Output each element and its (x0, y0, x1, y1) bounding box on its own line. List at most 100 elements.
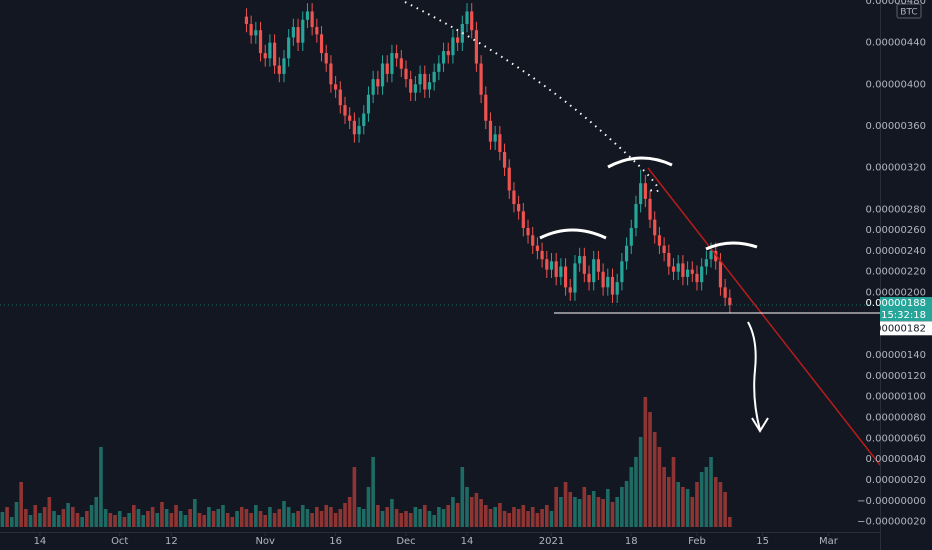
volume-bar (404, 511, 408, 527)
volume-bar (291, 513, 296, 527)
candle-body (521, 211, 525, 228)
volume-bar (66, 503, 70, 527)
candle-body (437, 63, 441, 72)
volume-bar (315, 507, 319, 527)
volume-bar (277, 509, 282, 527)
volume-bar (183, 515, 188, 527)
volume-bar (254, 505, 258, 527)
volume-bar (38, 513, 42, 527)
volume-bar (376, 505, 380, 527)
candle-body (380, 63, 385, 87)
volume-bar (174, 505, 178, 527)
volume-bar (507, 513, 512, 527)
volume-bar (624, 481, 629, 527)
candle-body (310, 11, 314, 28)
candle-body (709, 250, 713, 260)
candle-body (249, 23, 253, 36)
x-tick-label: Mar (819, 536, 839, 547)
candle-body (352, 120, 356, 135)
volume-bar (554, 487, 558, 527)
candle-body (648, 198, 652, 220)
candle-body (667, 252, 671, 267)
x-tick-label: 16 (329, 536, 342, 547)
volume-bar (667, 477, 671, 527)
volume-bar (728, 517, 732, 527)
candle-body (474, 30, 478, 64)
candle-body (277, 65, 281, 74)
candle-body (540, 250, 544, 260)
volume-bar (418, 509, 422, 527)
volume-bar (296, 511, 300, 527)
candle-body (653, 219, 657, 236)
volume-bar (493, 507, 497, 527)
countdown: 15:32:18 (881, 310, 926, 321)
volume-bar (178, 511, 183, 527)
volume-bar (521, 505, 526, 527)
volume-bar (42, 507, 47, 527)
candle-body (357, 125, 361, 135)
volume-bar (460, 467, 465, 527)
candle-body (390, 53, 394, 74)
volume-bar (263, 515, 268, 527)
candle-body (657, 235, 662, 246)
volume-bar (465, 487, 469, 527)
y-tick-label: −0.00000020 (857, 517, 926, 528)
volume-bar (596, 497, 601, 527)
volume-bar (620, 487, 624, 527)
candle-body (258, 30, 263, 54)
volume-bar (85, 511, 89, 527)
candle-body (385, 63, 389, 74)
y-tick-label: 0.00000220 (866, 267, 926, 278)
head (607, 156, 673, 169)
candle-body (301, 19, 305, 43)
volume-bar (300, 505, 305, 527)
y-tick-label: 0.00000040 (866, 454, 926, 465)
y-tick-label: 0.00000020 (866, 475, 926, 486)
volume-bar (469, 497, 474, 527)
candle-body (305, 11, 310, 20)
volume-bar (80, 517, 84, 527)
volume-bar (146, 511, 150, 527)
x-tick-label: 18 (625, 536, 638, 547)
candle-body (606, 276, 610, 288)
volume-bar (629, 467, 634, 527)
candle-body (263, 53, 267, 59)
y-tick-label: 0.00000480 (866, 0, 926, 7)
volume-bar (61, 509, 66, 527)
candle-body (287, 37, 291, 59)
volume-bar (52, 511, 56, 527)
arrow-head (751, 417, 769, 433)
volume-bar (24, 509, 28, 527)
volume-bar (33, 505, 38, 527)
x-tick-label: Oct (111, 536, 128, 547)
candle-body (338, 89, 342, 106)
last-price-label: 0.00000188 (866, 298, 926, 309)
volume-bar (455, 503, 460, 527)
volume-bar (643, 397, 648, 527)
volume-bar (352, 467, 357, 527)
candle-body (409, 79, 413, 93)
volume-bar (446, 505, 451, 527)
candle-body (423, 73, 427, 90)
volume-bar (526, 511, 530, 527)
volume-bar (207, 507, 211, 527)
volume-bar (268, 507, 272, 527)
volume-bar (117, 511, 122, 527)
volume-bar (413, 507, 418, 527)
candle-body (404, 68, 408, 80)
volume-bar (357, 507, 361, 527)
volume-bar (329, 507, 333, 527)
last-price-tag (880, 297, 932, 322)
volume-bar (94, 497, 99, 527)
volume-bar (390, 499, 394, 527)
x-tick-label: Dec (396, 536, 415, 547)
y-tick-label: 0.00000440 (866, 38, 926, 49)
y-tick-label: 0.00000260 (866, 225, 926, 236)
candle-body (451, 37, 455, 56)
candle-body (634, 204, 638, 228)
volume-bar (366, 487, 371, 527)
volume-bar (699, 472, 704, 527)
volume-bar (211, 511, 216, 527)
volume-bar (19, 482, 23, 527)
